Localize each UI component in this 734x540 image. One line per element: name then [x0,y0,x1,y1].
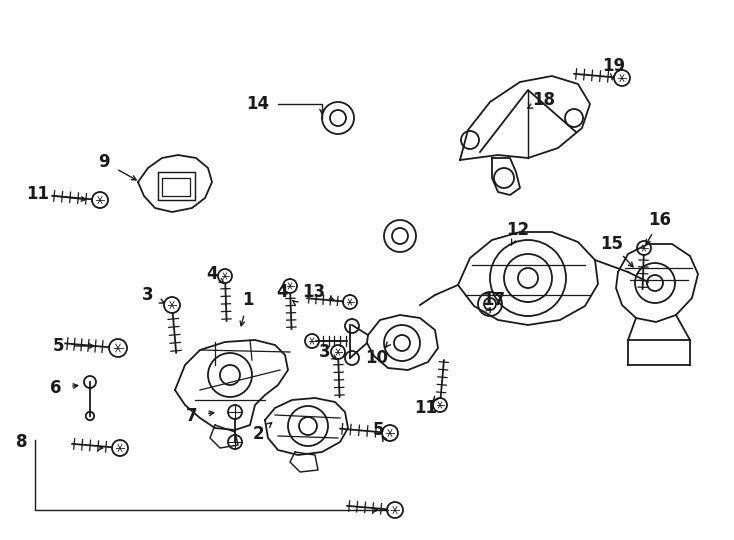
Text: 5: 5 [372,421,384,439]
Text: 4: 4 [206,265,218,283]
Text: 6: 6 [50,379,62,397]
Text: 11: 11 [415,399,437,417]
Text: 5: 5 [52,337,64,355]
Text: 10: 10 [366,349,388,367]
Text: 17: 17 [482,291,506,309]
Text: 14: 14 [247,95,269,113]
Text: 11: 11 [26,185,49,203]
Text: 13: 13 [302,283,326,301]
Text: 9: 9 [98,153,110,171]
Text: 1: 1 [242,291,254,309]
Text: 15: 15 [600,235,623,253]
Text: 18: 18 [532,91,556,109]
Text: 7: 7 [186,407,197,425]
Text: 2: 2 [252,425,264,443]
Text: 16: 16 [649,211,672,229]
Text: 4: 4 [276,283,288,301]
Text: 3: 3 [142,286,154,304]
Text: 8: 8 [16,433,28,451]
Text: 12: 12 [506,221,529,239]
Text: 3: 3 [319,343,331,361]
Text: 19: 19 [603,57,625,75]
